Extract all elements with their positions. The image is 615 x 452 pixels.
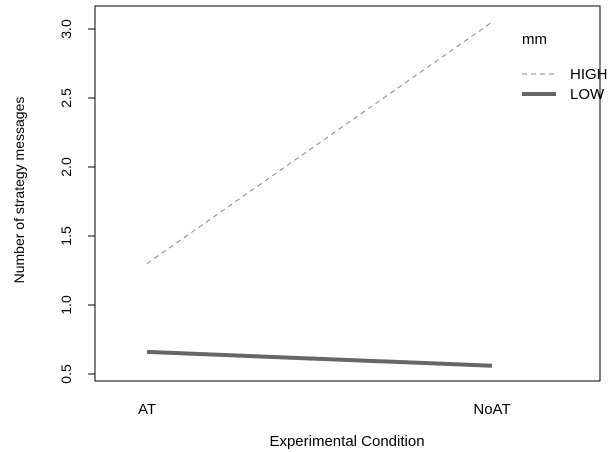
y-axis: 0.5 1.0 1.5 2.0 2.5 3.0 (58, 19, 96, 384)
y-tick-label: 0.5 (58, 364, 74, 384)
legend: mm HIGH LOW (522, 31, 608, 103)
legend-label-low: LOW (570, 86, 605, 103)
series-line-low (146, 349, 493, 368)
plot-frame (94, 5, 601, 382)
y-axis-label: Number of strategy messages (11, 97, 27, 284)
x-tick-label: AT (138, 401, 156, 418)
series-line-high (146, 21, 493, 265)
x-axis-label: Experimental Condition (269, 433, 424, 450)
x-axis: AT NoAT (138, 401, 511, 418)
y-tick-label: 1.0 (58, 295, 74, 315)
legend-title: mm (522, 31, 547, 48)
legend-label-high: HIGH (570, 66, 608, 83)
y-tick-label: 2.0 (58, 157, 74, 177)
x-tick-label: NoAT (473, 401, 510, 418)
y-tick-label: 1.5 (58, 226, 74, 246)
y-tick-label: 2.5 (58, 88, 74, 108)
series-lines (146, 21, 493, 368)
y-tick-label: 3.0 (58, 19, 74, 39)
